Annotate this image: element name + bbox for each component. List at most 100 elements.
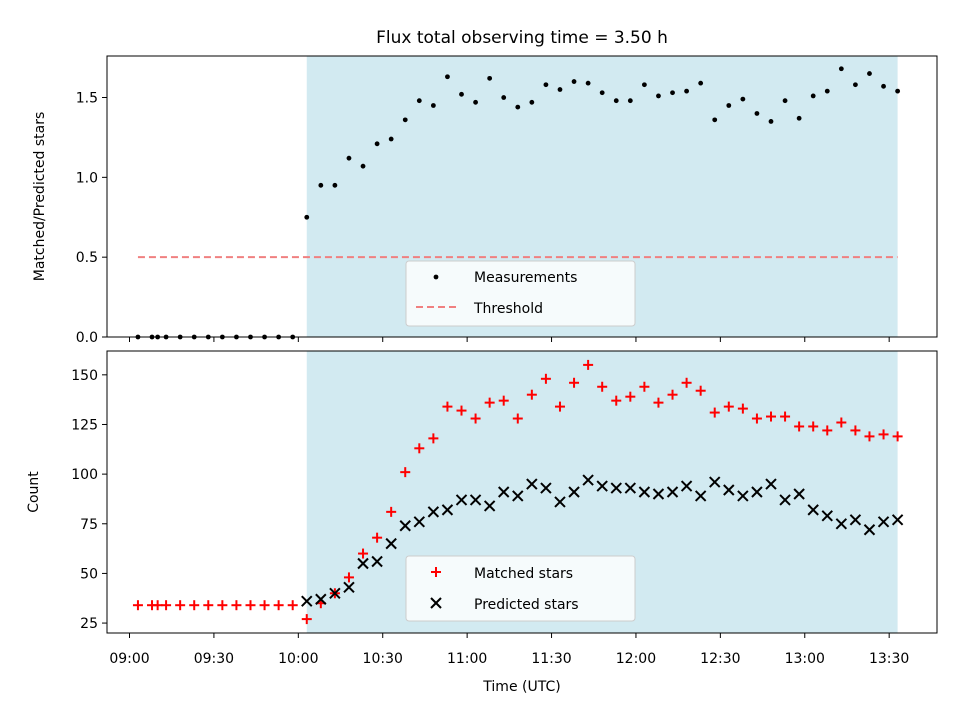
matched-star-point	[737, 403, 748, 414]
marker-stroke	[385, 537, 397, 550]
matched-star-point	[583, 359, 594, 370]
ratio-x-ticks	[129, 337, 890, 342]
matched-star-point	[569, 377, 580, 388]
marker-stroke	[709, 476, 721, 488]
y-tick-label: 1.0	[76, 170, 98, 186]
matched-star-point	[850, 425, 861, 436]
y-tick-label: 125	[71, 417, 98, 433]
matched-star-point	[709, 407, 720, 418]
marker-stroke	[568, 486, 580, 498]
marker-stroke	[624, 482, 637, 494]
matched-star-point	[203, 600, 214, 611]
marker-stroke	[582, 474, 594, 486]
matched-star-point	[358, 548, 369, 559]
ratio-legend: Measurements Threshold	[405, 260, 636, 327]
predicted-star-point	[624, 482, 637, 494]
matched-star-point	[259, 600, 270, 611]
x-tick-label: 11:30	[531, 651, 571, 667]
measurement-point	[712, 117, 718, 123]
predicted-star-point	[877, 516, 890, 528]
legend-threshold-label: Threshold	[473, 301, 543, 317]
measurement-point	[824, 88, 830, 94]
legend-measurements-label: Measurements	[474, 270, 577, 286]
count-plot-frame	[106, 350, 938, 634]
predicted-star-point	[666, 486, 679, 498]
matched-star-point	[794, 421, 805, 432]
measurement-point	[853, 82, 858, 88]
marker-stroke	[807, 504, 819, 516]
marker-stroke	[498, 486, 510, 498]
legend-x-marker	[430, 597, 442, 609]
matched-star-point	[878, 429, 889, 440]
y-tick-label: 0.5	[76, 250, 98, 266]
matched-star-point	[414, 443, 425, 454]
marker-stroke	[751, 486, 763, 498]
predicted-star-point	[441, 504, 454, 516]
measurement-point	[768, 119, 774, 124]
matched-star-point	[428, 433, 439, 444]
measurement-point	[613, 98, 619, 104]
matched-star-point	[217, 600, 228, 611]
matched-star-point	[386, 506, 397, 517]
count-series	[132, 359, 904, 625]
x-tick-label: 10:30	[363, 651, 403, 667]
measurement-point	[627, 98, 633, 104]
x-tick-label: 12:00	[616, 651, 656, 667]
ratio-y-axis-label: Matched/Predicted stars	[32, 112, 48, 282]
marker-stroke	[793, 488, 805, 500]
measurement-point	[445, 74, 450, 80]
x-tick-label: 09:30	[194, 651, 234, 667]
matched-star-point	[231, 600, 242, 611]
x-tick-label: 10:00	[278, 651, 318, 667]
marker-stroke	[343, 581, 355, 594]
marker-stroke	[430, 597, 442, 609]
measurement-point	[656, 93, 661, 99]
predicted-star-point	[638, 486, 651, 498]
predicted-star-point	[793, 488, 805, 500]
marker-stroke	[680, 480, 693, 492]
matched-star-point	[892, 431, 903, 442]
y-tick-label: 100	[71, 467, 98, 483]
predicted-star-point	[301, 595, 313, 607]
y-tick-label: 150	[71, 368, 98, 384]
measurement-point	[599, 90, 605, 96]
predicted-star-point	[455, 494, 468, 506]
predicted-star-point	[385, 537, 397, 550]
predicted-star-point	[399, 520, 411, 532]
marker-stroke	[737, 490, 749, 502]
predicted-star-point	[512, 490, 524, 502]
measurement-point	[585, 80, 591, 86]
predicted-star-point	[680, 480, 693, 492]
marker-stroke	[863, 524, 876, 536]
matched-star-point	[273, 600, 284, 611]
measurement-point	[641, 82, 647, 88]
predicted-star-point	[413, 516, 426, 528]
marker-stroke	[779, 494, 791, 506]
marker-stroke	[554, 496, 566, 508]
matched-star-point	[470, 413, 481, 424]
measurement-point	[726, 103, 732, 108]
predicted-star-point	[835, 518, 848, 530]
measurement-point	[838, 66, 844, 72]
matched-star-point	[625, 391, 636, 402]
measurement-point	[388, 136, 394, 142]
count-panel: 25 50 75 100 125 150 09:00 09:30 10:00 10:30 11:0…	[26, 350, 938, 695]
matched-star-point	[526, 389, 537, 400]
ratio-y-axis: 0.0 0.5 1.0 1.5	[76, 91, 107, 346]
count-legend: Matched stars Predicted stars	[405, 555, 636, 622]
matched-star-point	[695, 385, 706, 396]
marker-stroke	[399, 520, 411, 532]
measurement-point	[895, 88, 901, 94]
x-axis-label: Time (UTC)	[482, 679, 560, 695]
y-tick-label: 75	[80, 517, 98, 533]
measurement-point	[543, 82, 549, 88]
legend-matched-marker	[431, 567, 441, 577]
predicted-star-point	[357, 557, 369, 570]
matched-star-point	[766, 411, 776, 422]
marker-stroke	[413, 516, 426, 528]
measurement-point	[867, 71, 872, 76]
count-y-axis: 25 50 75 100 125 150	[71, 368, 107, 632]
predicted-star-point	[540, 482, 552, 494]
marker-stroke	[371, 555, 383, 568]
matched-star-point	[161, 600, 172, 611]
